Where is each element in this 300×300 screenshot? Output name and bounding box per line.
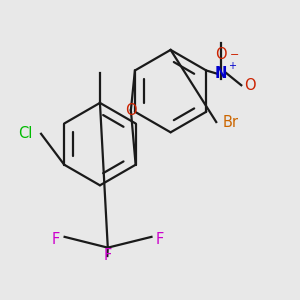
Text: Br: Br: [222, 115, 238, 130]
Text: F: F: [52, 232, 60, 247]
Text: O: O: [125, 103, 137, 118]
Text: +: +: [228, 61, 236, 71]
Text: O: O: [244, 78, 256, 93]
Text: F: F: [156, 232, 164, 247]
Text: −: −: [230, 50, 239, 60]
Text: O: O: [215, 47, 226, 62]
Text: Cl: Cl: [18, 126, 32, 141]
Text: N: N: [214, 66, 227, 81]
Text: F: F: [103, 248, 111, 263]
